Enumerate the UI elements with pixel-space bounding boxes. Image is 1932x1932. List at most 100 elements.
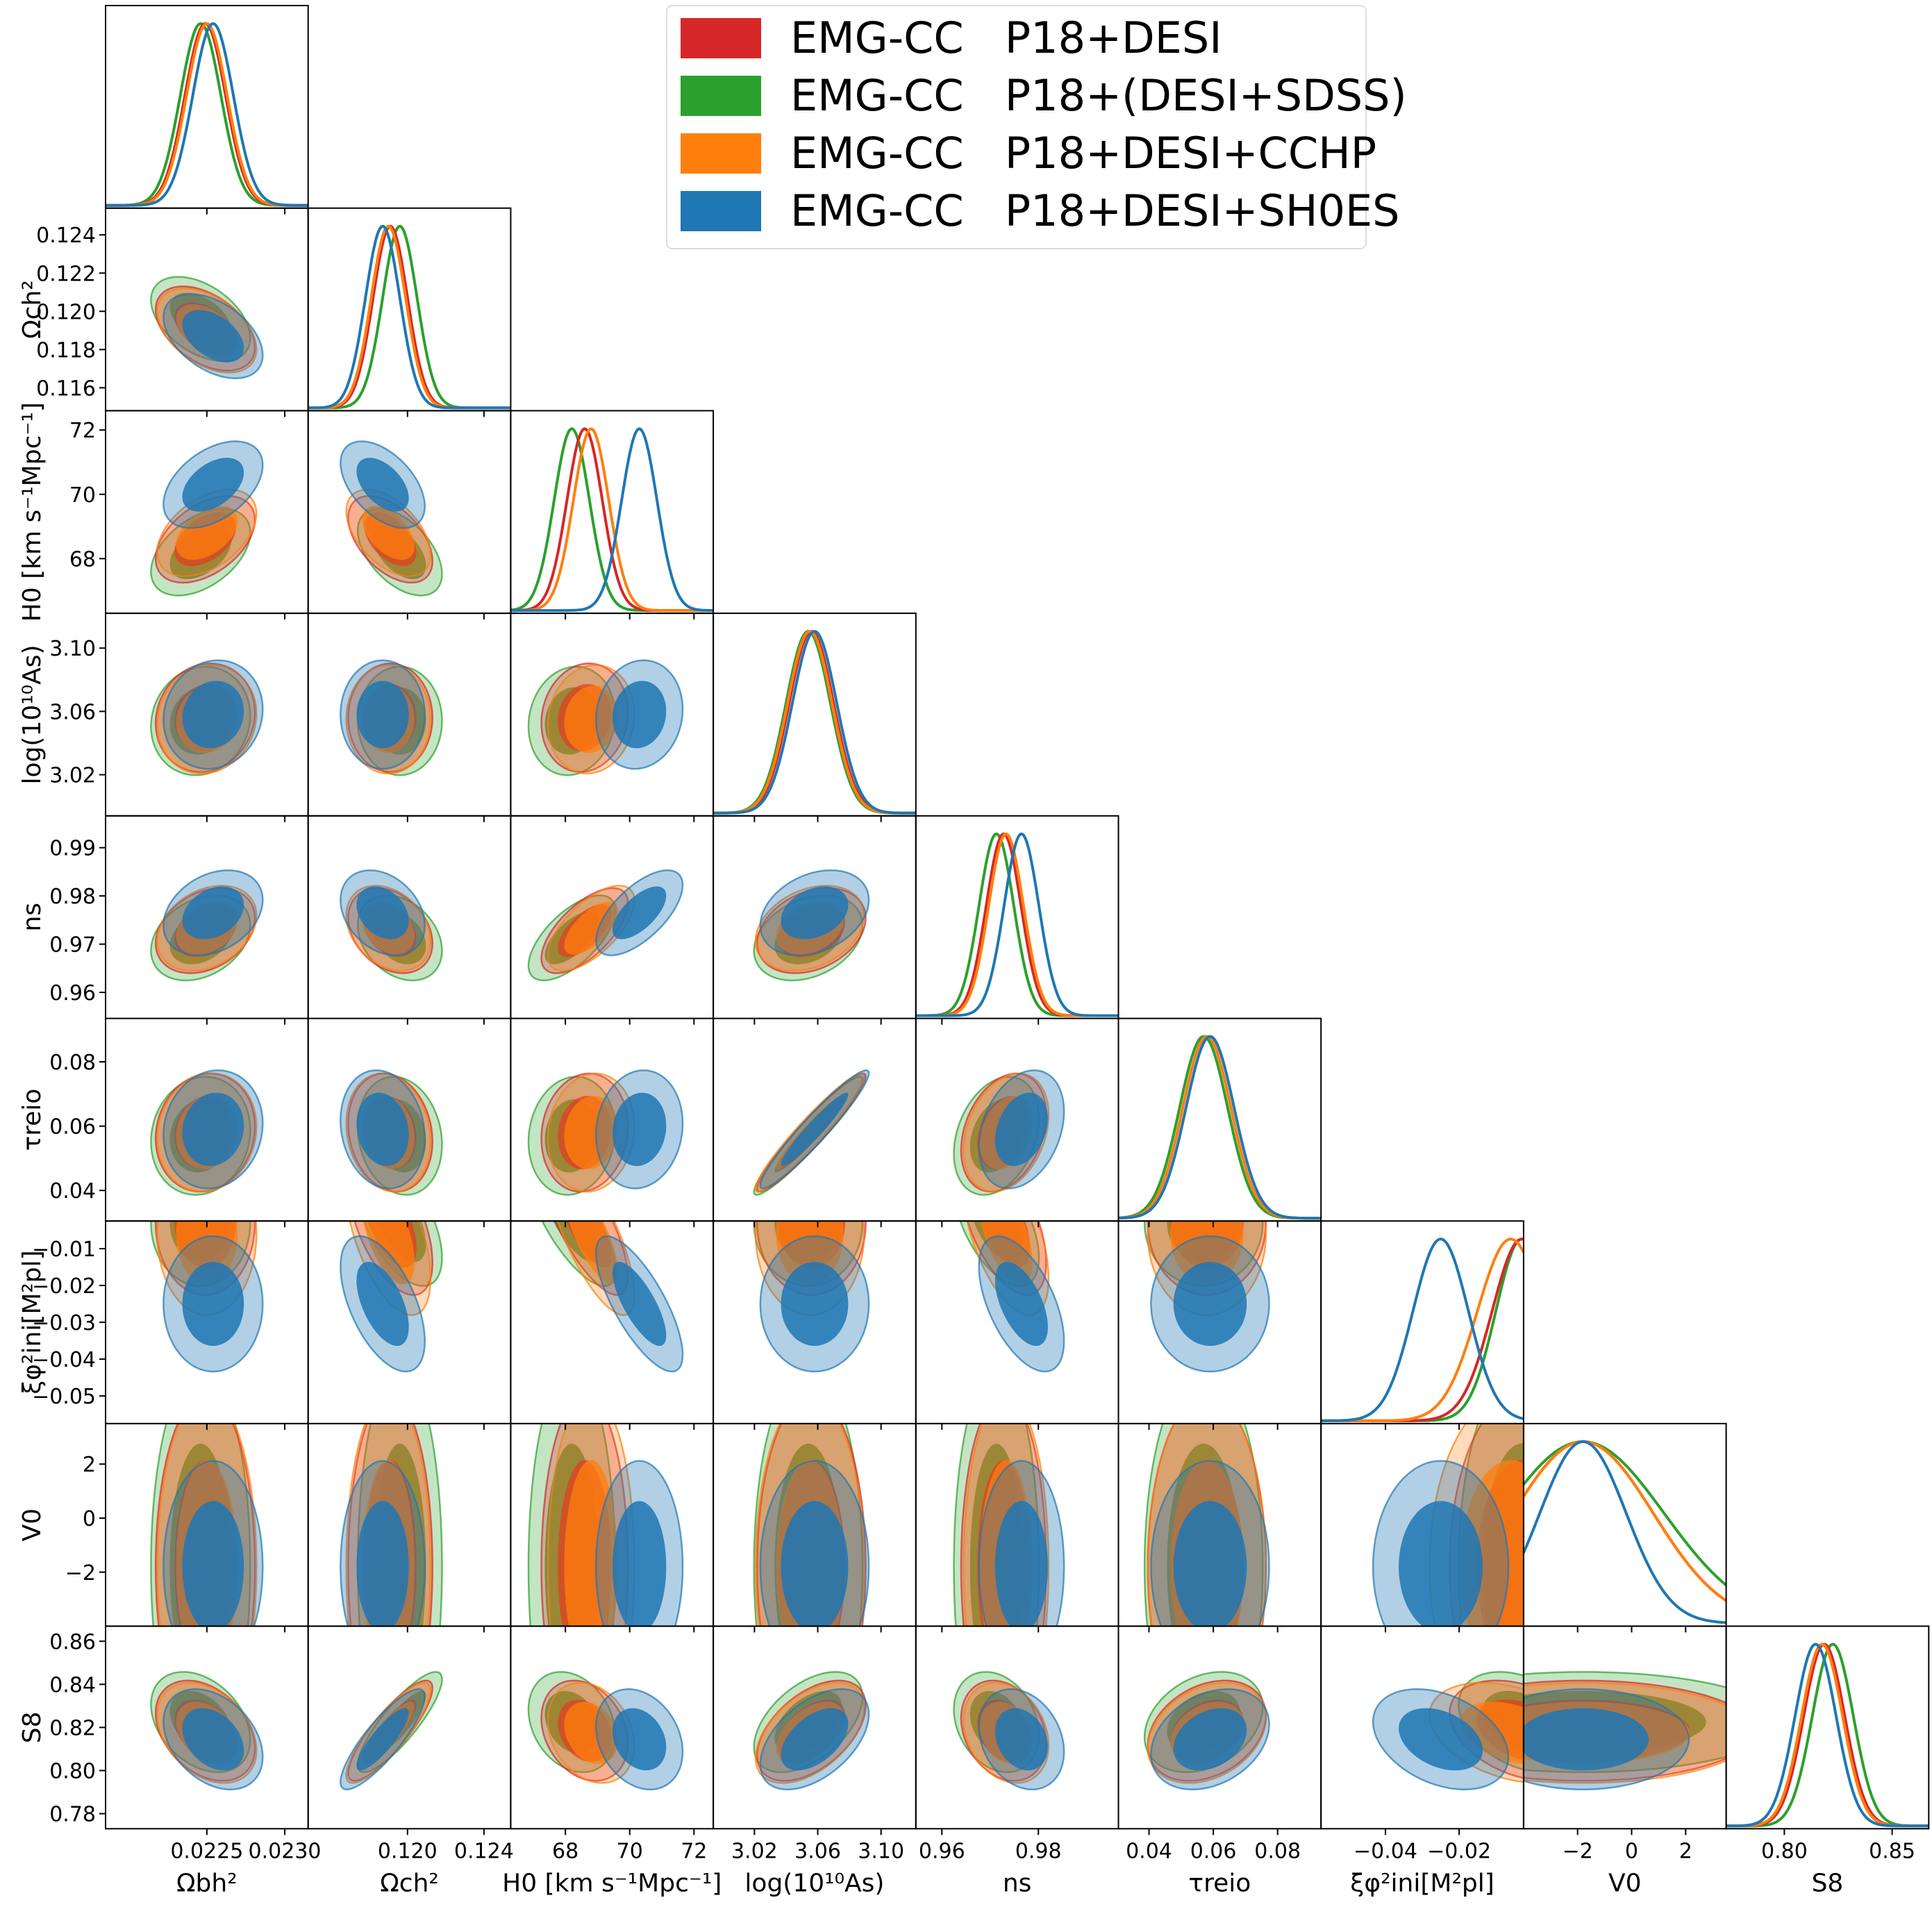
contour-68-tau-xi-3	[1173, 1262, 1247, 1346]
contour-68-H0-tau-3	[612, 1092, 667, 1166]
contour-68-omega_b-S8-3	[182, 1708, 244, 1771]
panel-omega_b-omega_c	[150, 276, 264, 379]
contour-68-ns-xi-3	[994, 1262, 1048, 1346]
x-tick-label-omega_c: 0.120	[378, 1839, 438, 1863]
legend-label-3: EMG-CC P18+DESI+SH0ES	[790, 185, 1399, 236]
x-tick-label-xi: −0.04	[1354, 1839, 1417, 1863]
panel-frame-4-4	[915, 815, 1119, 1019]
contour-68-omega_b-ns-3	[182, 886, 244, 940]
panel-omega_c-tau	[340, 1069, 443, 1196]
contour-68-omega_b-logAs-3	[182, 681, 244, 749]
x-tick-label-logAs: 3.06	[794, 1839, 841, 1863]
y-tick-label-xi: −0.03	[32, 1311, 96, 1335]
panel-omega_c-H0	[340, 440, 443, 597]
panel-H0-xi	[541, 1221, 684, 1373]
y-tick-label-omega_c: 0.124	[36, 224, 96, 248]
contour-68-omega_c-ns-3	[356, 886, 409, 940]
panel-frame-8-8	[1725, 1625, 1930, 1830]
marginal-xi	[1321, 1238, 1524, 1422]
y-tick-label-omega_c: 0.116	[36, 376, 96, 401]
contour-68-xi-S8-3	[1399, 1708, 1483, 1771]
panel-omega_c-S8	[340, 1671, 443, 1790]
marginal-V0	[1523, 1440, 1726, 1624]
panel-H0-V0	[527, 1423, 684, 1626]
y-tick-label-S8: 0.84	[49, 1673, 96, 1697]
panel-ns-V0	[953, 1423, 1065, 1626]
panel-logAs-tau	[753, 1069, 870, 1196]
marginal-curve-logAs-3	[713, 630, 916, 815]
panel-V0-S8	[1523, 1671, 1726, 1790]
contour-68-H0-ns-3	[612, 886, 667, 940]
marginal-curve-omega_c-3	[308, 224, 511, 410]
marginal-curve-logAs-0	[713, 630, 916, 815]
x-tick-label-omega_c: 0.124	[454, 1839, 514, 1863]
legend-swatch-1	[681, 76, 761, 116]
contour-68-ns-S8-3	[994, 1708, 1048, 1771]
contour-68-ns-tau-3	[994, 1092, 1048, 1166]
contour-68-omega_c-H0-3	[356, 458, 409, 512]
x-tick-label-H0: 70	[617, 1839, 643, 1863]
contour-68-omega_c-xi-3	[356, 1262, 409, 1346]
panel-tau-V0	[1143, 1423, 1270, 1626]
marginal-curve-omega_b-3	[106, 22, 308, 207]
y-tick-label-omega_c: 0.118	[36, 338, 96, 363]
contour-68-omega_b-tau-3	[182, 1092, 244, 1166]
contour-68-tau-V0-3	[1173, 1501, 1247, 1626]
panel-omega_c-ns	[340, 869, 443, 982]
panel-frame-3-3	[713, 613, 917, 817]
y-tick-label-tau: 0.06	[49, 1115, 96, 1140]
contour-68-logAs-V0-3	[781, 1501, 849, 1626]
panel-H0-S8	[527, 1671, 684, 1790]
legend-swatch-0	[681, 18, 761, 58]
x-axis-label-ns: ns	[1003, 1869, 1032, 1897]
contour-68-omega_c-tau-3	[356, 1092, 409, 1166]
y-tick-label-S8: 0.86	[49, 1630, 96, 1654]
contour-68-H0-V0-3	[612, 1501, 667, 1626]
x-tick-label-tau: 0.06	[1190, 1839, 1237, 1863]
marginal-curve-logAs-1	[713, 630, 916, 815]
x-tick-label-ns: 0.96	[919, 1839, 965, 1863]
panel-ns-S8	[953, 1671, 1065, 1790]
panel-omega_b-tau	[150, 1069, 264, 1196]
legend-label-0: EMG-CC P18+DESI	[790, 13, 1222, 63]
marginal-curve-omega_b-2	[106, 22, 308, 207]
legend-box	[666, 5, 1367, 249]
y-axis-label-S8: S8	[18, 1712, 47, 1744]
x-axis-label-tau: τreio	[1188, 1869, 1251, 1897]
y-axis-label-H0: H0 [km s⁻¹Mpc⁻¹]	[18, 402, 47, 622]
panel-omega_b-logAs	[150, 659, 264, 776]
x-tick-label-V0: 2	[1679, 1839, 1692, 1863]
contour-68-logAs-xi-3	[781, 1262, 849, 1346]
contour-68-omega_b-omega_c-3	[182, 310, 244, 363]
x-tick-label-V0: 0	[1625, 1839, 1638, 1863]
contour-68-omega_b-xi-3	[182, 1262, 244, 1346]
y-tick-label-omega_c: 0.120	[36, 300, 96, 324]
panel-logAs-xi	[753, 1221, 870, 1373]
y-tick-label-ns: 0.96	[49, 981, 96, 1006]
x-axis-label-S8: S8	[1812, 1869, 1844, 1897]
y-tick-label-tau: 0.04	[49, 1179, 96, 1204]
panel-ns-tau	[953, 1069, 1065, 1196]
x-tick-label-logAs: 3.10	[858, 1839, 904, 1863]
y-axis-label-xi: ξφ²ini[M²pl]	[18, 1250, 47, 1394]
y-tick-label-ns: 0.97	[49, 933, 96, 958]
contour-68-tau-S8-3	[1173, 1708, 1247, 1771]
panel-ns-xi	[959, 1221, 1065, 1373]
legend-label-2: EMG-CC P18+DESI+CCHP	[790, 128, 1376, 178]
x-tick-label-S8: 0.85	[1869, 1839, 1915, 1863]
panel-omega_b-xi	[150, 1221, 264, 1373]
x-axis-label-H0: H0 [km s⁻¹Mpc⁻¹]	[502, 1869, 722, 1897]
marginal-curve-xi-2	[1321, 1238, 1524, 1422]
marginal-curve-tau-3	[1118, 1035, 1322, 1220]
y-tick-label-xi: −0.04	[32, 1348, 96, 1372]
y-tick-label-V0: −2	[65, 1561, 96, 1585]
y-tick-label-H0: 68	[69, 547, 96, 572]
x-tick-label-tau: 0.08	[1254, 1839, 1301, 1863]
contour-68-V0-S8-3	[1523, 1708, 1649, 1771]
marginal-curve-ns-3	[915, 832, 1119, 1017]
x-tick-label-V0: −2	[1563, 1839, 1593, 1863]
x-tick-label-H0: 72	[681, 1839, 707, 1863]
x-tick-label-ns: 0.98	[1015, 1839, 1062, 1863]
contour-68-logAs-tau-3	[781, 1092, 849, 1166]
marginal-curve-H0-2	[510, 427, 714, 613]
